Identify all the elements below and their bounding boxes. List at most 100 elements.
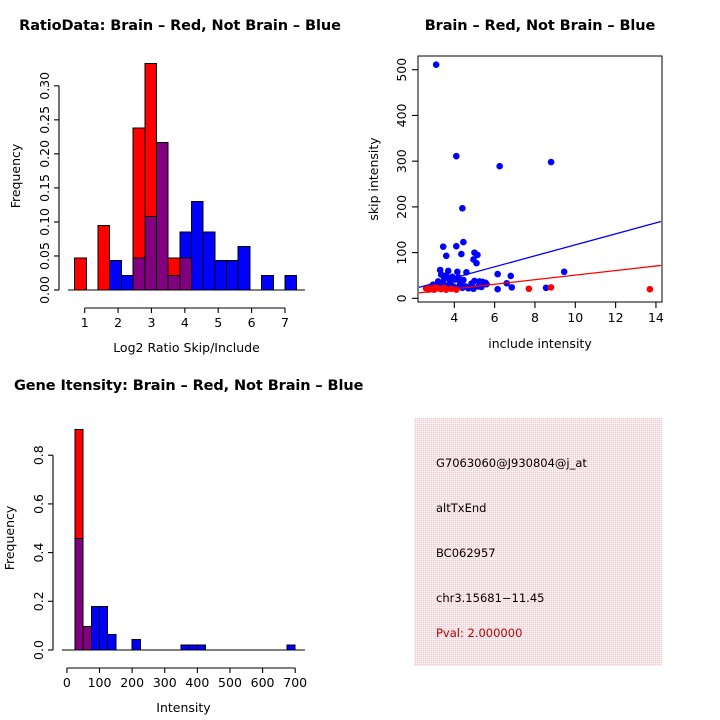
scatter-point <box>458 250 465 258</box>
annotation-box: G7063060@J930804@j_at altTxEnd BC062957 … <box>414 418 662 666</box>
scatter-point <box>525 285 533 293</box>
histogram-bar <box>132 257 146 291</box>
scatter-point <box>547 158 555 166</box>
scatter-panel: Brain – Red, Not Brain – Blue 0 100 200 300… <box>360 0 720 360</box>
histogram-bar <box>179 257 193 291</box>
x-tick-label: 0 <box>63 675 71 690</box>
x-axis-title: Intensity <box>156 700 211 715</box>
x-tick-label: 600 <box>251 675 275 690</box>
gene-intensity-histogram-title: Gene Itensity: Brain – Red, Not Brain – … <box>14 378 364 394</box>
histogram-bar <box>237 245 251 291</box>
histogram-bar <box>286 644 296 651</box>
annotation-panel: G7063060@J930804@j_at altTxEnd BC062957 … <box>360 360 720 720</box>
histogram-bar <box>97 224 111 291</box>
x-axis-title: Log2 Ratio Skip/Include <box>113 340 260 355</box>
x-tick-label: 7 <box>281 315 289 330</box>
histogram-bar <box>284 275 298 291</box>
histogram-bar <box>82 626 92 651</box>
x-tick-label: 8 <box>531 310 539 325</box>
scatter-point <box>646 285 654 293</box>
y-tick-label: 0.15 <box>37 174 52 202</box>
histogram-bar <box>196 644 207 651</box>
scatter-point <box>560 268 568 276</box>
histogram-bar <box>109 260 122 291</box>
y-axis-title: skip intensity <box>366 137 381 221</box>
histogram-bar <box>202 231 216 291</box>
scatter-point <box>494 270 501 278</box>
x-tick-label: 100 <box>88 675 112 690</box>
y-tick-label: 300 <box>394 149 409 173</box>
histogram-bar <box>74 538 84 651</box>
histogram-bar <box>120 275 134 291</box>
scatter-point <box>542 284 550 292</box>
y-tick-label: 0.2 <box>31 591 46 611</box>
x-tick-label: 400 <box>185 675 209 690</box>
histogram-bar <box>180 644 190 651</box>
plot-area <box>418 61 662 294</box>
x-tick-label: 300 <box>153 675 177 690</box>
y-tick-label: 0.00 <box>37 276 52 304</box>
scatter-point <box>494 285 501 293</box>
scatter-point <box>460 238 467 246</box>
x-tick-label: 10 <box>567 310 583 325</box>
scatter-point <box>473 259 480 267</box>
histogram-bar <box>261 275 274 291</box>
scatter-point <box>432 61 440 68</box>
scatter-point <box>453 242 460 250</box>
y-tick-label: 0.10 <box>37 208 52 236</box>
x-tick-label: 5 <box>214 315 222 330</box>
y-tick-label: 0.6 <box>31 494 46 514</box>
trend-line <box>418 220 662 288</box>
histogram-bar <box>188 644 198 651</box>
x-tick-label: 4 <box>450 310 458 325</box>
histogram-bar <box>90 606 101 651</box>
histogram-bar <box>155 141 169 291</box>
x-tick-label: 1 <box>81 315 89 330</box>
trend-line <box>418 264 662 294</box>
scatter-point <box>454 268 461 276</box>
scatter-plot: 0 100 200 300 400 500 4 6 8 10 12 14 include intensi… <box>366 55 664 351</box>
x-tick-label: 2 <box>114 315 122 330</box>
gene-intensity-histogram-plot: 0.0 0.2 0.4 0.6 0.8 0 100 200 300 400 500 600 700 Int… <box>2 429 307 715</box>
y-tick-label: 0.4 <box>31 543 46 563</box>
scatter-point <box>442 252 450 260</box>
y-tick-label: 0.0 <box>31 640 46 660</box>
y-tick-label: 500 <box>394 58 409 82</box>
histogram-bar <box>191 201 204 291</box>
histogram-bar <box>167 275 181 291</box>
x-tick-label: 700 <box>283 675 307 690</box>
y-tick-label: 400 <box>394 103 409 127</box>
probe-id-label: G7063060@J930804@j_at <box>436 456 587 470</box>
y-tick-label: 0 <box>394 294 409 302</box>
histogram-bar <box>107 633 117 651</box>
scatter-title: Brain – Red, Not Brain – Blue <box>424 18 656 34</box>
scatter-point <box>453 152 460 160</box>
locus-label: chr3.15681−11.45 <box>436 591 545 605</box>
scatter-point <box>496 162 503 170</box>
scatter-point <box>453 286 460 293</box>
scatter-point <box>478 283 485 291</box>
x-tick-label: 500 <box>218 675 242 690</box>
accession-label: BC062957 <box>436 546 496 560</box>
y-tick-label: 0.30 <box>37 72 52 100</box>
gene-intensity-histogram-panel: Gene Itensity: Brain – Red, Not Brain – … <box>0 360 363 720</box>
scatter-point <box>547 284 555 291</box>
histogram-bar <box>144 215 157 291</box>
histogram-bar <box>214 260 228 291</box>
x-tick-label: 12 <box>608 310 624 325</box>
y-tick-label: 100 <box>394 241 409 265</box>
scatter-point <box>459 204 466 212</box>
x-tick-label: 200 <box>120 675 144 690</box>
x-tick-label: 3 <box>147 315 155 330</box>
y-tick-label: 200 <box>394 195 409 219</box>
y-axis-title: Frequency <box>8 143 23 208</box>
x-tick-label: 6 <box>491 310 499 325</box>
scatter-point <box>439 243 447 250</box>
pval-label: Pval: 2.000000 <box>436 626 523 640</box>
ratio-histogram-panel: RatioData: Brain – Red, Not Brain – Blue… <box>0 0 360 360</box>
x-tick-label: 6 <box>248 315 256 330</box>
scatter-point <box>474 251 481 259</box>
x-axis-title: include intensity <box>488 336 592 351</box>
event-type-label: altTxEnd <box>436 501 487 515</box>
y-tick-label: 0.25 <box>37 106 52 134</box>
